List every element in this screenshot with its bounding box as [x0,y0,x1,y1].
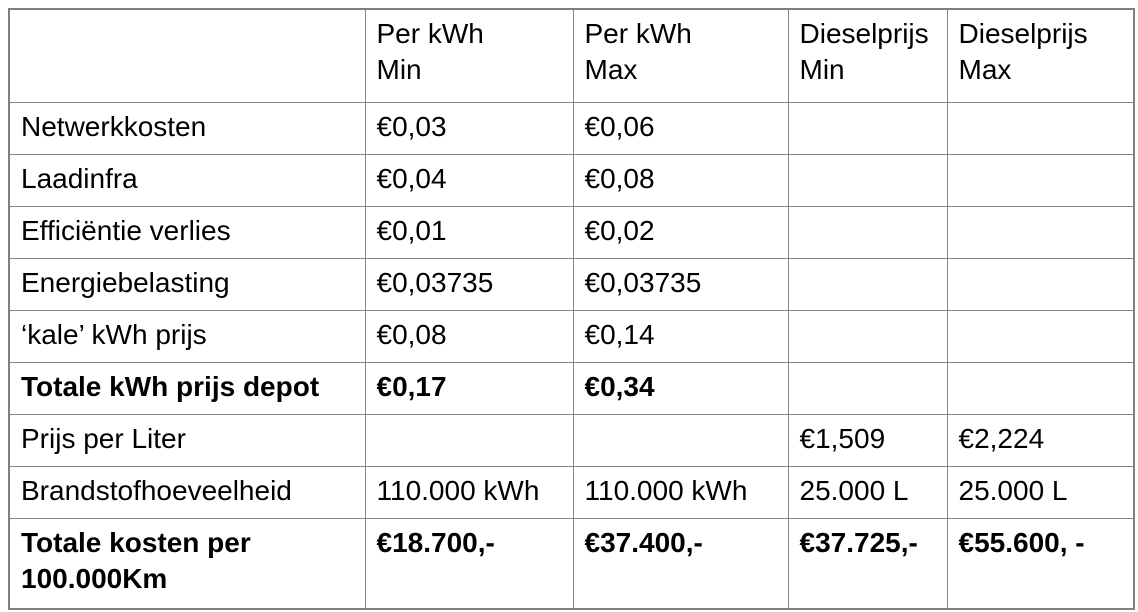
row-laadinfra: Laadinfra €0,04 €0,08 [8,154,1135,207]
row-totale-kosten-per-100000km: Totale kosten per 100.000Km €18.700,- €3… [8,518,1135,610]
column-header-dieselprijs-min: Dieselprijs Min [787,8,948,103]
row-label: Laadinfra [8,154,366,207]
cell-kwh-max: €0,02 [572,206,789,259]
row-label: Efficiëntie verlies [8,206,366,259]
cell-kwh-min: €0,17 [364,362,574,415]
cell-diesel-min [787,102,948,155]
cell-kwh-min: €0,08 [364,310,574,363]
row-label: Prijs per Liter [8,414,366,467]
row-label: Energiebelasting [8,258,366,311]
cell-diesel-min [787,154,948,207]
cell-kwh-min: €0,04 [364,154,574,207]
cell-diesel-min [787,206,948,259]
cell-diesel-min: €37.725,- [787,518,948,610]
cell-kwh-max: €0,14 [572,310,789,363]
cell-diesel-max [946,154,1135,207]
row-label: Netwerkkosten [8,102,366,155]
row-totale-kwh-prijs-depot: Totale kWh prijs depot €0,17 €0,34 [8,362,1135,415]
row-label: Brandstofhoeveelheid [8,466,366,519]
row-prijs-per-liter: Prijs per Liter €1,509 €2,224 [8,414,1135,467]
cell-kwh-min: €0,01 [364,206,574,259]
cell-diesel-max [946,102,1135,155]
cell-kwh-min: €18.700,- [364,518,574,610]
cell-kwh-max [572,414,789,467]
row-energiebelasting: Energiebelasting €0,03735 €0,03735 [8,258,1135,311]
column-header-per-kwh-min: Per kWh Min [364,8,574,103]
cell-diesel-max [946,310,1135,363]
cell-diesel-max [946,258,1135,311]
cell-kwh-max: €37.400,- [572,518,789,610]
row-label: Totale kWh prijs depot [8,362,366,415]
cell-diesel-max: €2,224 [946,414,1135,467]
cell-kwh-min: €0,03 [364,102,574,155]
row-label: Totale kosten per 100.000Km [8,518,366,610]
row-brandstofhoeveelheid: Brandstofhoeveelheid 110.000 kWh 110.000… [8,466,1135,519]
cell-kwh-min: 110.000 kWh [364,466,574,519]
cell-diesel-min [787,310,948,363]
row-label: ‘kale’ kWh prijs [8,310,366,363]
cell-kwh-max: €0,03735 [572,258,789,311]
column-header-dieselprijs-max: Dieselprijs Max [946,8,1135,103]
cell-diesel-max: €55.600, - [946,518,1135,610]
cell-diesel-max [946,206,1135,259]
cell-diesel-max [946,362,1135,415]
cell-diesel-min: 25.000 L [787,466,948,519]
cell-diesel-min [787,258,948,311]
cell-kwh-max: €0,06 [572,102,789,155]
cell-kwh-min: €0,03735 [364,258,574,311]
cell-kwh-min [364,414,574,467]
cell-diesel-min: €1,509 [787,414,948,467]
header-row: Per kWh Min Per kWh Max Dieselprijs Min … [8,8,1135,103]
cell-diesel-max: 25.000 L [946,466,1135,519]
row-netwerkkosten: Netwerkkosten €0,03 €0,06 [8,102,1135,155]
column-header-per-kwh-max: Per kWh Max [572,8,789,103]
cell-kwh-max: €0,08 [572,154,789,207]
cell-kwh-max: 110.000 kWh [572,466,789,519]
row-efficientie-verlies: Efficiëntie verlies €0,01 €0,02 [8,206,1135,259]
cell-kwh-max: €0,34 [572,362,789,415]
corner-cell [8,8,366,103]
cost-comparison-table: Per kWh Min Per kWh Max Dieselprijs Min … [8,8,1135,610]
cell-diesel-min [787,362,948,415]
row-kale-kwh-prijs: ‘kale’ kWh prijs €0,08 €0,14 [8,310,1135,363]
